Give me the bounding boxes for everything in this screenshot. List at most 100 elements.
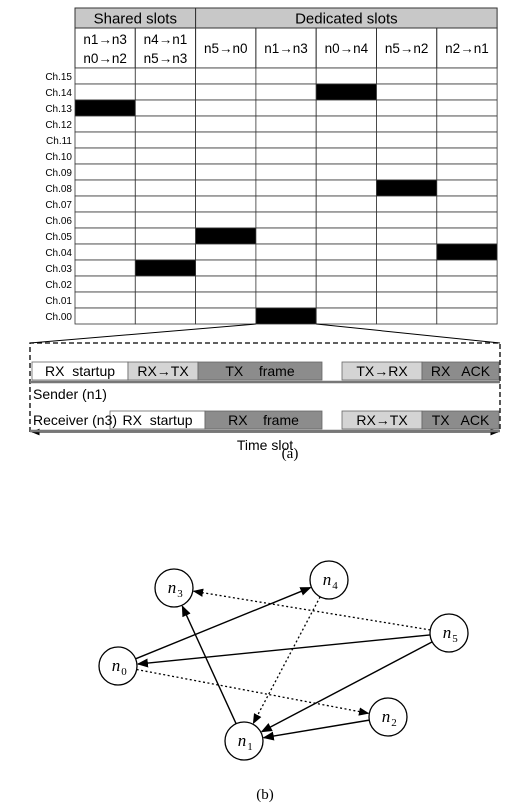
timeslot-segment-label: RX→TX	[137, 363, 189, 379]
grid-cell	[255, 67, 317, 85]
channel-label: Ch.10	[45, 152, 72, 163]
grid-cell	[74, 195, 136, 213]
grid-cell	[74, 259, 136, 277]
zoom-line-left	[29, 323, 256, 344]
zoom-line-right	[316, 323, 501, 344]
grid-cell	[376, 195, 438, 213]
grid-cell	[376, 163, 438, 181]
edge-n2-to-n1	[262, 719, 370, 741]
grid-cell	[195, 243, 257, 261]
grid-cell	[436, 259, 498, 277]
grid-cell	[134, 243, 197, 261]
edge-n5-to-n0	[136, 634, 431, 668]
column-label-line: n1→n3	[264, 41, 308, 56]
column-label-line: n0→n4	[325, 41, 369, 56]
timeslot-segment-label: RX startup	[45, 363, 115, 379]
busy-cell	[134, 259, 197, 277]
grid-cell	[255, 211, 317, 229]
grid-cell	[74, 67, 136, 85]
node-subscript-n5: 5	[452, 633, 458, 645]
grid-cell	[134, 67, 197, 85]
grid-cell	[436, 307, 498, 325]
edge-n0-to-n2	[136, 668, 370, 716]
grid-cell	[195, 211, 257, 229]
column-label-cell	[436, 27, 498, 69]
node-label-n4: n	[323, 570, 332, 589]
grid-cell	[315, 179, 377, 197]
grid-cell	[195, 147, 257, 165]
channel-label: Ch.09	[45, 168, 72, 179]
column-label-cell	[376, 27, 438, 69]
grid-cell	[315, 163, 377, 181]
timeslot-detail: Time slot RX startup RX→TX TX frame TX→RX RX …	[29, 342, 501, 453]
edge-n4-to-n1	[252, 596, 321, 725]
channel-label: Ch.05	[45, 232, 72, 243]
edge-n1-to-n3	[181, 605, 237, 725]
zoom-guide-lines	[29, 323, 501, 344]
grid-cell	[74, 83, 136, 101]
grid-cell	[74, 147, 136, 165]
edge-n5-to-n1	[260, 641, 433, 733]
grid-cell	[255, 115, 317, 133]
node-label-n3: n	[168, 578, 177, 597]
time-axis-label: Time slot	[237, 437, 293, 453]
grid-cell	[376, 115, 438, 133]
channel-label: Ch.15	[45, 72, 72, 83]
timeslot-segment-label: TX frame	[225, 363, 294, 379]
grid-cell	[376, 259, 438, 277]
grid-cell	[134, 307, 197, 325]
grid-cell	[74, 115, 136, 133]
grid-cell	[74, 131, 136, 149]
channel-label: Ch.13	[45, 104, 72, 115]
node-n5	[429, 613, 469, 653]
node-n4	[309, 560, 349, 600]
network-graph: n 0n 1n 2n 3n 4n 5	[98, 560, 469, 761]
grid-cell	[134, 195, 197, 213]
channel-label: Ch.00	[45, 312, 72, 323]
column-label-line: n4→n1	[144, 32, 188, 47]
timeslot-segment-dark	[204, 410, 323, 430]
timeslot-segment-label: RX→TX	[356, 412, 408, 428]
grid-cell	[195, 67, 257, 85]
grid-cell	[255, 163, 317, 181]
grid-cell	[315, 227, 377, 245]
grid-cell	[195, 99, 257, 117]
timeslot-segment-label: TX ACK	[432, 412, 490, 428]
grid-cell	[376, 99, 438, 117]
channel-label: Ch.06	[45, 216, 72, 227]
channel-label: Ch.14	[45, 88, 72, 99]
grid-cell	[315, 67, 377, 85]
channel-label: Ch.04	[45, 248, 72, 259]
busy-cell	[436, 243, 498, 261]
grid-cell	[195, 195, 257, 213]
timeslot-segment-dark	[421, 361, 500, 381]
grid-cell	[436, 99, 498, 117]
channel-label: Ch.12	[45, 120, 72, 131]
channel-label: Ch.07	[45, 200, 72, 211]
node-subscript-n1: 1	[247, 741, 253, 753]
column-label-line: n5→n3	[144, 51, 188, 66]
grid-cell	[255, 275, 317, 293]
grid-cell	[436, 115, 498, 133]
grid-cell	[195, 163, 257, 181]
header-group-label: Dedicated slots	[295, 11, 398, 28]
grid-cell	[195, 179, 257, 197]
grid-cell	[74, 179, 136, 197]
busy-cell	[315, 83, 377, 101]
grid-cell	[195, 275, 257, 293]
node-subscript-n0: 0	[121, 666, 127, 678]
caption-a: (a)	[282, 446, 299, 462]
grid-cell	[134, 291, 197, 309]
edge-n5-to-n3	[192, 588, 431, 631]
grid-cell	[74, 243, 136, 261]
column-label-line: n5→n2	[385, 41, 429, 56]
column-label-line: n1→n3	[83, 32, 127, 47]
grid-cell	[436, 179, 498, 197]
grid-cell	[134, 211, 197, 229]
grid-cell	[74, 227, 136, 245]
grid-cell	[134, 275, 197, 293]
grid-cell	[315, 259, 377, 277]
grid-cell	[255, 259, 317, 277]
grid-cell	[195, 259, 257, 277]
